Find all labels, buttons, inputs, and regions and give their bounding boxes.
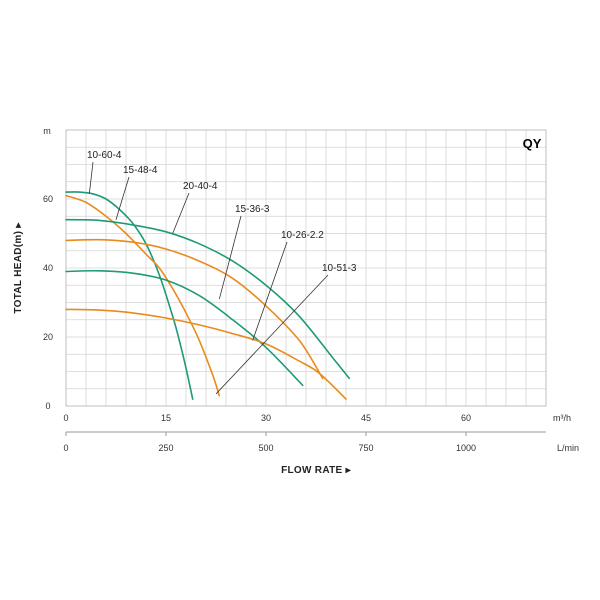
curve-label: 10-60-4 <box>87 150 122 161</box>
y-unit-label: m <box>43 126 51 136</box>
y-tick-label: 20 <box>43 332 53 342</box>
y-axis-title: TOTAL HEAD(m) ▸ <box>13 222 24 314</box>
x2-tick-label: 1000 <box>456 443 476 453</box>
curve-10-60-4 <box>65 191 194 400</box>
y-tick-label: 40 <box>43 263 53 273</box>
x-axis-title: FLOW RATE ▸ <box>281 465 351 476</box>
y-tick-label: 60 <box>43 194 53 204</box>
leader-line <box>215 274 329 395</box>
x2-tick-label: 500 <box>258 443 273 453</box>
curve-label: 15-48-4 <box>123 165 158 176</box>
curve-10-51-3 <box>65 308 347 400</box>
leader-line <box>252 241 288 341</box>
leader-line <box>115 176 130 220</box>
curve-label: 10-26-2.2 <box>281 230 324 241</box>
annotation-leaders <box>88 161 329 395</box>
x2-unit-label: L/min <box>557 443 579 453</box>
x-tick-label: 0 <box>63 413 68 423</box>
x2-tick-label: 250 <box>158 443 173 453</box>
grid <box>65 129 547 407</box>
x-tick-label: 60 <box>461 413 471 423</box>
x-tick-label: 30 <box>261 413 271 423</box>
curve-15-48-4 <box>65 194 221 397</box>
curve-10-26-2.2 <box>65 269 304 387</box>
brand-logo: QY <box>523 136 542 151</box>
curves <box>65 191 351 400</box>
x-tick-label: 15 <box>161 413 171 423</box>
leader-line <box>218 215 242 300</box>
y-tick-label: 0 <box>45 401 50 411</box>
curve-label: 10-51-3 <box>322 263 357 274</box>
curve-15-36-3 <box>65 238 324 380</box>
x2-tick-label: 750 <box>358 443 373 453</box>
x-tick-label: 45 <box>361 413 371 423</box>
curve-label: 15-36-3 <box>235 204 270 215</box>
curve-label: 20-40-4 <box>183 181 218 192</box>
leader-line <box>172 192 190 234</box>
curve-20-40-4 <box>65 218 351 380</box>
leader-line <box>88 161 94 194</box>
x-unit-label: m³/h <box>553 413 571 423</box>
plot-frame <box>65 129 547 407</box>
x2-tick-label: 0 <box>63 443 68 453</box>
